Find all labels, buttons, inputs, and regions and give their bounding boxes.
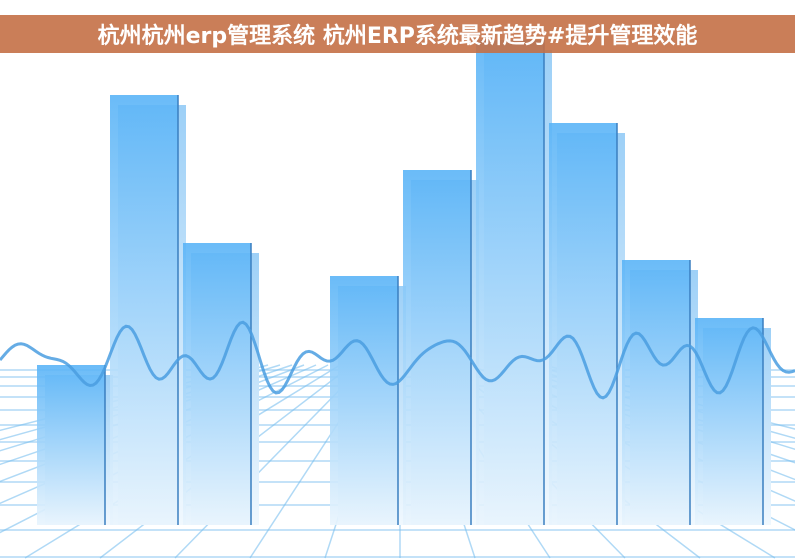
bar <box>622 260 690 525</box>
page-title: 杭州杭州erp管理系统 杭州ERP系统最新趋势#提升管理效能 <box>97 24 698 49</box>
bar <box>403 170 471 525</box>
bar <box>183 243 251 525</box>
title-banner: 杭州杭州erp管理系统 杭州ERP系统最新趋势#提升管理效能 <box>0 15 795 53</box>
bar <box>695 318 763 525</box>
bar <box>37 365 105 525</box>
bars <box>37 40 771 525</box>
bar <box>330 276 398 525</box>
bar <box>110 95 178 525</box>
bar <box>549 123 617 525</box>
bar <box>476 40 544 525</box>
wave-line <box>0 320 795 400</box>
